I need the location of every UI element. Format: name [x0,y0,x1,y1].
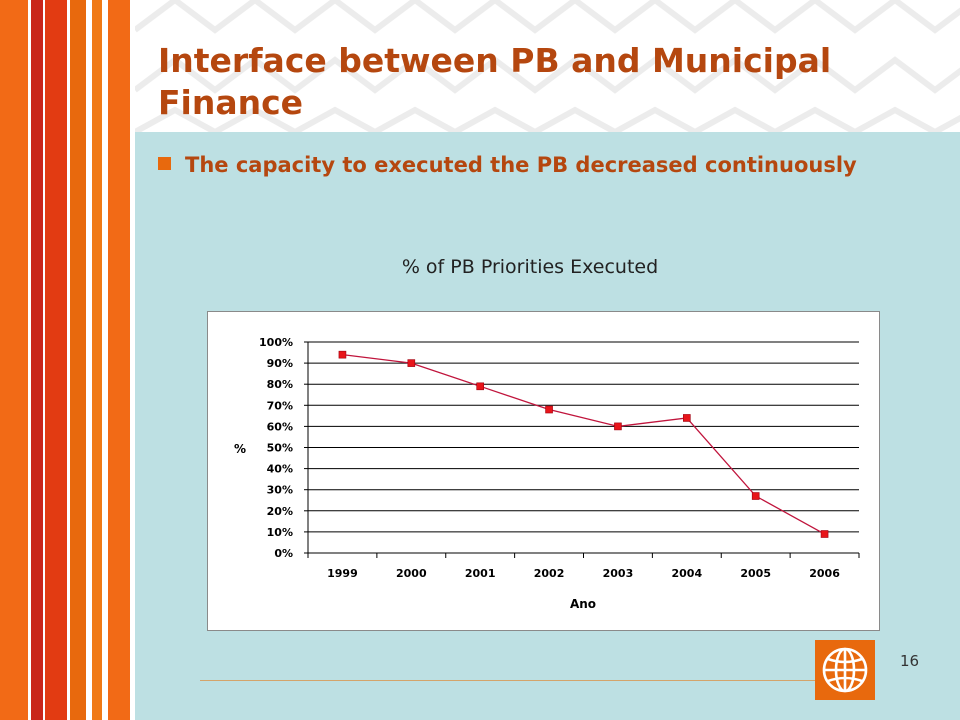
data-point [545,405,553,414]
chart-container: % Ano 0% 10% 20% 30% 40% 50% 60% 70% 80% 90% 100% 1… [207,311,880,631]
y-tick-label: 30% [267,484,293,497]
y-axis-label: % [234,442,246,456]
data-point [751,492,760,500]
data-point [407,359,416,367]
gridlines [308,341,859,554]
y-tick-label: 60% [267,420,293,433]
x-tick-label: 2000 [396,567,427,580]
bullet-text: The capacity to executed the PB decrease… [185,153,857,177]
data-point [683,414,691,422]
data-line [342,354,825,535]
bullet-square-icon [158,157,171,170]
series-line [338,350,829,538]
x-tick-label: 2002 [534,567,565,580]
data-point [476,382,484,391]
decorative-stripes [0,0,135,720]
globe-icon [822,647,868,693]
header-pattern [135,0,960,132]
line-chart: % Ano 0% 10% 20% 30% 40% 50% 60% 70% 80% 90% 100% 1… [234,336,860,611]
chart-caption: % of PB Priorities Executed [401,256,659,278]
y-tick-label: 40% [267,463,293,476]
y-tick-label: 100% [259,336,293,349]
x-axis-label: Ano [570,597,596,611]
y-tick-label: 80% [267,378,293,391]
y-tick-label: 50% [267,442,293,455]
data-point [820,530,829,538]
data-point [614,422,622,431]
x-tick-label: 2003 [603,567,634,580]
data-point [338,350,347,359]
x-tick-label: 2006 [809,567,840,580]
slide-number: 16 [900,652,920,670]
x-tick-label: 2001 [465,567,496,580]
slide-title: Interface between PB and Municipal Finan… [158,41,832,122]
axes: % Ano 0% 10% 20% 30% 40% 50% 60% 70% 80% 90% 100% 1… [234,336,860,611]
y-tick-label: 0% [274,547,293,560]
header-background [135,0,960,132]
y-tick-label: 10% [267,526,293,539]
x-tick-label: 2005 [740,567,771,580]
x-tick-label: 1999 [327,567,358,580]
footer-divider [200,680,815,681]
y-tick-label: 90% [267,357,293,370]
world-bank-logo [815,640,875,700]
y-tick-label: 70% [267,399,293,412]
x-tick-label: 2004 [672,567,703,580]
y-tick-label: 20% [267,505,293,518]
